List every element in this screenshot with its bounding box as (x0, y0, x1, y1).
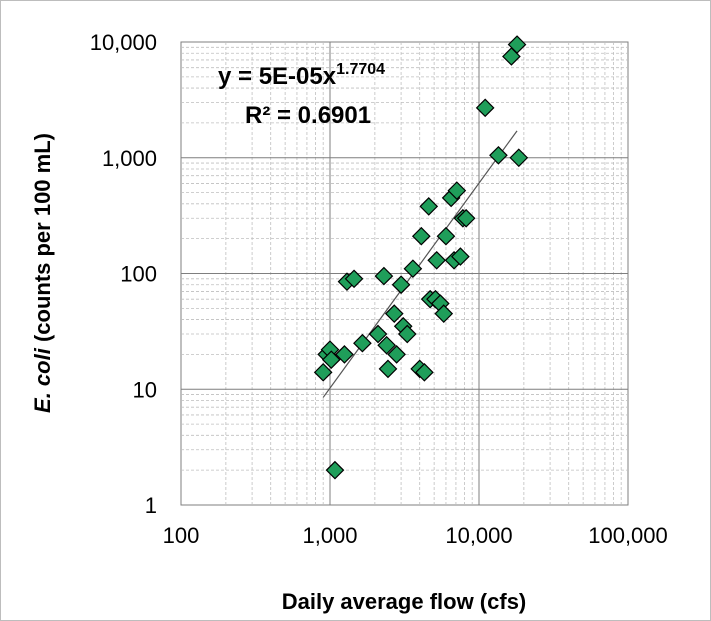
major-gridlines (181, 42, 628, 505)
y-tick-label: 10,000 (90, 30, 157, 55)
data-points (313, 35, 529, 480)
x-tick-label: 10,000 (445, 523, 512, 548)
data-point (368, 324, 388, 344)
y-tick-labels: 1 10 100 1,000 10,000 (90, 30, 157, 518)
data-point (451, 247, 470, 266)
data-point (387, 345, 406, 364)
data-point (378, 359, 398, 379)
data-point (507, 35, 527, 54)
x-tick-label: 1,000 (302, 523, 357, 548)
data-point (353, 333, 372, 353)
y-tick-label: 100 (120, 262, 157, 287)
power-trendline (322, 130, 518, 398)
data-point (377, 335, 397, 355)
r-squared: R² = 0.6901 (245, 102, 371, 129)
data-point (313, 362, 333, 382)
data-point (344, 269, 364, 289)
data-point (509, 148, 529, 168)
data-point (489, 145, 508, 165)
equation-exponent: 1.7704 (336, 61, 385, 78)
y-axis-title-rest: (counts per 100 mL) (30, 133, 55, 348)
data-point (397, 324, 417, 344)
data-point (325, 460, 345, 480)
data-point (419, 197, 439, 216)
data-point (403, 259, 423, 279)
x-tick-label: 100,000 (588, 523, 668, 548)
data-point (411, 226, 431, 246)
equation-main: y = 5E-05x (218, 63, 337, 90)
y-tick-label: 10 (133, 377, 157, 402)
y-tick-label: 1 (145, 493, 157, 518)
data-point (335, 345, 354, 364)
data-point (447, 181, 467, 200)
y-tick-label: 1,000 (102, 146, 157, 171)
y-axis-title: E. coli (counts per 100 mL) (30, 133, 55, 413)
data-point (427, 250, 447, 270)
data-point (434, 304, 454, 323)
x-axis-title: Daily average flow (cfs) (282, 589, 527, 614)
data-point (391, 275, 411, 295)
data-point (374, 266, 394, 286)
data-point (384, 304, 404, 323)
x-tick-label: 100 (163, 523, 200, 548)
y-axis-title-italic: E. coli (30, 347, 55, 413)
data-point (321, 350, 341, 370)
trendline-equation: y = 5E-05x1.7704 (218, 61, 385, 90)
data-point (475, 98, 495, 118)
data-point (436, 226, 456, 246)
data-point (415, 362, 434, 382)
data-point (456, 208, 476, 228)
x-tick-labels: 100 1,000 10,000 100,000 (163, 523, 668, 548)
